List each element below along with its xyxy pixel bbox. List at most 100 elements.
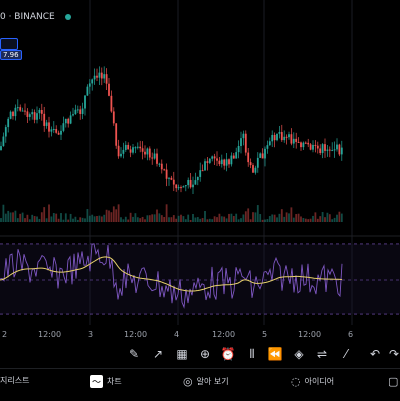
volume-bar	[55, 213, 58, 222]
volume-bar	[151, 214, 154, 222]
candle-body	[283, 136, 286, 141]
candle-body	[76, 109, 79, 111]
sliders-icon[interactable]: ⇌	[316, 347, 328, 361]
tab-watchlist[interactable]: 지리스트	[0, 375, 29, 386]
clock-icon[interactable]: ⏰	[220, 347, 236, 361]
volume-bar	[206, 219, 209, 222]
volume-bar	[134, 213, 137, 222]
candle-body	[12, 111, 14, 117]
candle-body	[108, 83, 110, 96]
x-label: 4	[174, 330, 180, 339]
candle-body	[216, 158, 218, 161]
volume-bar	[141, 216, 144, 222]
tab-chart[interactable]: 〜 차트	[90, 375, 122, 388]
volume-bar	[160, 215, 163, 222]
volume-bar	[302, 217, 305, 222]
x-label: 3	[88, 330, 94, 339]
volume-bar	[321, 212, 324, 222]
candle-body	[259, 153, 262, 158]
trend-icon[interactable]: ↗	[152, 347, 164, 361]
brush-icon[interactable]: ⁄	[344, 347, 347, 361]
volume-bar	[192, 213, 194, 222]
volume-bar	[108, 210, 110, 222]
x-label: 6	[348, 330, 354, 339]
candle-body	[280, 132, 283, 141]
bottom-tab-bar: 지리스트 〜 차트 ◎ 알아 보기 ◌ 아이디어 ▢	[0, 368, 400, 401]
volume-bar	[43, 207, 46, 222]
candle-body	[175, 184, 178, 189]
candle-body	[211, 156, 214, 159]
volume-bar	[208, 218, 211, 222]
candle-body	[19, 107, 22, 111]
volume-bar	[247, 208, 250, 222]
pencil-icon[interactable]: ✎	[128, 347, 140, 361]
volume-bar	[237, 219, 240, 222]
candle-body	[338, 144, 341, 155]
volume-bar	[278, 213, 281, 222]
volume-bar	[12, 212, 14, 222]
grid-icon[interactable]: ▦	[176, 347, 188, 361]
candle-body	[189, 179, 192, 188]
candle-body	[91, 79, 94, 84]
layers-icon[interactable]: ◈	[294, 347, 304, 361]
undo-icon[interactable]: ↶	[369, 347, 381, 361]
plus-circle-icon[interactable]: ⊕	[199, 347, 211, 361]
volume-bar	[324, 217, 326, 222]
x-label: 12:00	[38, 330, 62, 339]
candle-body	[204, 161, 206, 171]
volume-bar	[88, 215, 91, 222]
chart-area[interactable]: 0 · BINANCE 7.96 2 12:00 3 12:00 4 12:00…	[0, 0, 400, 342]
candle-body	[124, 144, 127, 150]
candle-body	[84, 95, 86, 109]
candle-body	[244, 133, 247, 153]
volume-bar	[304, 218, 307, 222]
tab-explore[interactable]: ◎ 알아 보기	[183, 375, 229, 388]
volume-bar	[28, 219, 31, 222]
rewind-icon[interactable]: ⏪	[267, 347, 283, 361]
volume-bar	[14, 210, 17, 222]
candle-body	[165, 169, 168, 179]
candle-body	[261, 153, 264, 159]
volume-bar	[72, 218, 74, 222]
tab-label: 지리스트	[0, 376, 30, 385]
candles-icon[interactable]: ⫴	[249, 346, 255, 361]
volume-bar	[213, 216, 216, 222]
redo-icon[interactable]: ↷	[388, 347, 400, 361]
candle-body	[156, 153, 158, 164]
candle-body	[40, 110, 43, 114]
candle-body	[110, 95, 113, 112]
candle-body	[74, 109, 77, 115]
volume-bar	[172, 215, 175, 222]
volume-bar	[98, 215, 101, 222]
tab-menu[interactable]: ▢	[388, 375, 398, 388]
candle-body	[182, 186, 185, 188]
candle-body	[187, 179, 190, 186]
volume-bar	[153, 214, 156, 222]
candle-body	[331, 150, 334, 152]
price-chart[interactable]	[0, 0, 400, 342]
candle-body	[45, 122, 48, 126]
volume-bar	[295, 214, 298, 222]
x-label: 12:00	[212, 330, 236, 339]
candle-body	[144, 151, 146, 155]
tab-ideas[interactable]: ◌ 아이디어	[291, 375, 334, 388]
volume-bar	[74, 216, 77, 222]
candle-body	[276, 133, 278, 141]
volume-bar	[340, 213, 343, 222]
candle-body	[184, 185, 187, 187]
volume-bar	[333, 217, 336, 222]
volume-bar	[309, 218, 312, 222]
candle-body	[256, 157, 259, 168]
volume-bar	[175, 218, 178, 222]
candle-body	[266, 145, 269, 149]
volume-bar	[264, 219, 266, 222]
candle-body	[309, 144, 312, 150]
candle-body	[115, 123, 118, 146]
volume-bar	[62, 219, 65, 222]
volume-bar	[129, 212, 132, 222]
volume-bar	[4, 213, 7, 222]
volume-bar	[122, 219, 125, 222]
candle-body	[60, 130, 62, 135]
candle-body	[21, 110, 24, 112]
volume-bar	[204, 210, 206, 222]
